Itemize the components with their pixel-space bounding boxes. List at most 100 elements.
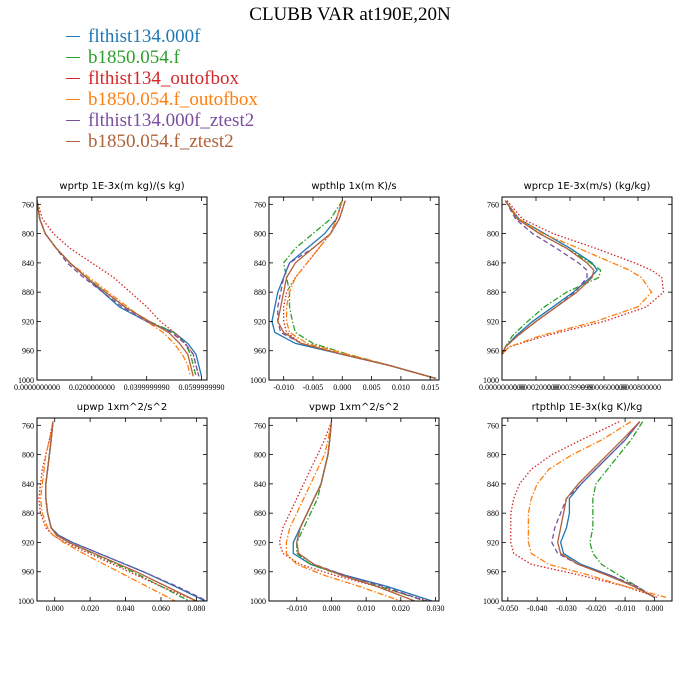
x-tick-label: -0.010 [615,604,636,613]
x-tick-label: 0.020 [81,604,99,613]
panel-title: wprtp 1E-3x(m kg)/(s kg) [59,181,184,192]
series-line-b1850.054.f_ztest2 [502,200,595,355]
panel-title: wprcp 1E-3x(m/s) (kg/kg) [524,181,651,192]
series-line-flthist134.000f_ztest2 [502,200,588,355]
y-tick-label: 760 [254,200,266,209]
x-tick-label: -0.010 [286,604,307,613]
y-tick-label: 960 [487,347,499,356]
y-tick-label: 920 [254,538,266,547]
y-tick-label: 960 [22,347,34,356]
series-line-b1850.054.f_ztest2 [557,421,655,598]
series-line-b1850.054.f_outofbox [37,200,192,377]
axis-frame [36,417,208,602]
series-line-b1850.054.f_outofbox [285,421,402,601]
x-tick-label: 0.020 [392,604,410,613]
x-tick-label: 0.0000600000 [581,383,627,392]
x-tick-label: 0.000 [645,604,663,613]
y-tick-label: 960 [487,568,499,577]
y-tick-label: 840 [254,480,266,489]
x-tick-label: -0.010 [273,383,294,392]
series-line-b1850.054.f_outofbox [502,200,653,355]
series-line-flthist134_outofbox [37,200,200,377]
y-tick-label: 840 [22,480,34,489]
series-line-b1850.054.f [502,200,602,355]
y-tick-label: 880 [22,288,34,297]
series-line-b1850.054.f [282,200,437,380]
legend-label: b1850.054.f [88,47,180,68]
x-tick-label: 0.015 [421,383,439,392]
y-tick-label: 920 [254,317,266,326]
x-tick-label: 0.000 [46,604,64,613]
panel-title: rtpthlp 1E-3x(kg K)/kg [532,402,643,413]
y-tick-label: 880 [487,288,499,297]
y-tick-label: 920 [487,538,499,547]
x-tick-label: 0.0599999990 [179,383,225,392]
x-tick-label: 0.010 [392,383,410,392]
x-tick-label: 0.010 [357,604,375,613]
legend-swatch [66,78,80,79]
series-line-flthist134.000f_ztest2 [296,421,426,601]
panel-title: vpwp 1xm^2/s^2 [309,402,399,413]
legend-label: flthist134_outofbox [88,68,239,89]
legend-label: flthist134.000f [88,26,201,47]
series-line-b1850.054.f_ztest2 [37,200,194,377]
series-line-b1850.054.f_ztest2 [277,200,437,380]
y-tick-label: 920 [487,317,499,326]
panel-rtpthlp: rtpthlp 1E-3x(kg K)/kg 760 800 840 880 920 960… [483,402,673,613]
series-line-b1850.054.f_outofbox [285,200,437,380]
y-tick-label: 800 [254,230,266,239]
panel-title: wpthlp 1x(m K)/s [311,181,396,192]
y-tick-label: 960 [254,568,266,577]
legend-label: b1850.054.f_ztest2 [88,131,234,152]
x-tick-label: 0.040 [117,604,135,613]
panel-wprtp: wprtp 1E-3x(m kg)/(s kg) 760 800 840 880 920 9… [14,181,225,392]
y-tick-label: 760 [22,200,34,209]
y-tick-label: 760 [487,200,499,209]
legend-swatch [66,57,80,58]
series-line-b1850.054.f_outofbox [527,421,667,598]
legend-item: flthist134_outofbox [66,68,258,89]
legend-label: flthist134.000f_ztest2 [88,110,255,131]
y-tick-label: 760 [487,421,499,430]
y-tick-label: 880 [22,509,34,518]
x-tick-label: 0.060 [152,604,170,613]
panel-vpwp: vpwp 1xm^2/s^2 760 800 840 880 920 960 1000 -0.0… [250,402,445,613]
y-tick-label: 800 [254,451,266,460]
series-line-flthist134.000f [45,421,206,601]
y-tick-label: 760 [22,421,34,430]
legend-item: flthist134.000f [66,26,258,47]
series-line-b1850.054.f_ztest2 [45,421,197,601]
series-line-flthist134.000f_ztest2 [551,421,655,598]
x-tick-label: -0.005 [303,383,324,392]
panel-upwp: upwp 1xm^2/s^2 760 800 840 880 920 960 1000 0.00… [18,402,208,613]
axis-frame [501,196,673,381]
y-tick-label: 880 [487,509,499,518]
y-tick-label: 840 [487,480,499,489]
y-tick-label: 920 [22,538,34,547]
y-tick-label: 880 [254,288,266,297]
y-tick-label: 760 [254,421,266,430]
x-tick-label: 0.0000399999 [547,383,593,392]
series-line-b1850.054.f_outofbox [39,421,176,601]
series-line-flthist134.000f [37,200,203,377]
x-tick-label: -0.020 [585,604,606,613]
legend: flthist134.000f b1850.054.f flthist134_out… [66,26,258,152]
legend-swatch [66,120,80,121]
axis-frame [268,196,440,381]
series-line-flthist134.000f [292,421,433,601]
y-tick-label: 960 [22,568,34,577]
series-line-flthist134_outofbox [510,421,658,598]
series-line-flthist134_outofbox [38,421,197,601]
series-line-flthist134_outofbox [278,421,429,601]
legend-item: flthist134.000f_ztest2 [66,110,258,131]
series-line-flthist134.000f [502,200,599,355]
legend-swatch [66,141,80,142]
y-tick-label: 800 [487,230,499,239]
y-tick-label: 840 [487,259,499,268]
y-tick-label: 1000 [250,597,266,606]
x-tick-label: -0.040 [527,604,548,613]
x-tick-label: 0.0200000000 [69,383,115,392]
axis-frame [501,417,673,602]
x-tick-label: 0.000 [333,383,351,392]
